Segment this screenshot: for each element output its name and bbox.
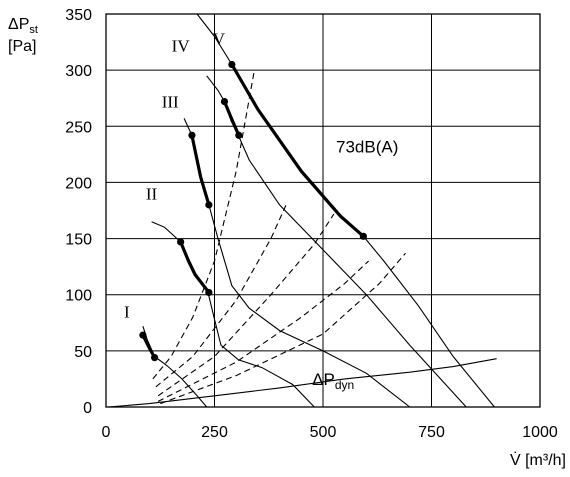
curve-label-V: V — [213, 30, 226, 49]
y-tick-label-4: 200 — [65, 175, 92, 192]
operating-point-1 — [139, 331, 147, 339]
x-axis-title: V̇ [m³/h] — [510, 451, 566, 469]
system-curve-3 — [157, 213, 335, 397]
operating-point-3 — [177, 238, 185, 246]
system-curve-2 — [155, 204, 287, 388]
operating-point-5 — [188, 131, 196, 139]
operating-point-7 — [220, 97, 229, 106]
x-tick-label-2: 500 — [310, 424, 337, 441]
curve-label-II: II — [146, 185, 158, 204]
y-tick-label-1: 50 — [74, 344, 92, 361]
dyn-pressure-label: ΔPdyn — [312, 370, 354, 392]
operating-point-4 — [205, 288, 213, 297]
operating-point-6 — [205, 201, 213, 209]
dynamic-pressure-curve — [108, 358, 497, 407]
y-axis-title: ΔPst — [8, 16, 38, 36]
operating-point-9 — [228, 60, 236, 69]
y-tick-label-7: 350 — [65, 7, 92, 24]
curve-label-IV: IV — [172, 36, 191, 55]
operating-points — [139, 60, 367, 362]
x-tick-label-4: 1000 — [522, 424, 558, 441]
y-tick-label-5: 250 — [65, 119, 92, 136]
curve-label-I: I — [124, 303, 130, 322]
operating-point-8 — [235, 131, 243, 139]
fan-curve-II — [151, 221, 315, 407]
system-curve-1 — [152, 70, 255, 380]
system-curve-4 — [157, 260, 369, 402]
y-axis-title-subscript: st — [29, 24, 38, 36]
operating-segment-IV — [222, 100, 241, 137]
plot-border — [105, 13, 541, 408]
x-tick-label-3: 750 — [418, 424, 445, 441]
fan-curves — [142, 14, 495, 407]
x-tick-label-1: 250 — [201, 424, 228, 441]
y-axis-unit: [Pa] — [8, 38, 36, 55]
y-tick-label-6: 300 — [65, 63, 92, 80]
operating-segment-V — [230, 62, 365, 238]
plot-frame — [105, 13, 541, 408]
fan-curve-I — [142, 326, 208, 407]
operating-segment-III — [190, 133, 211, 207]
y-tick-label-3: 150 — [65, 232, 92, 249]
operating-segments — [141, 62, 365, 360]
system-curves — [152, 70, 406, 405]
dyn-pressure-line — [108, 358, 497, 407]
noise-level-label: 73dB(A) — [336, 137, 398, 156]
operating-point-2 — [151, 353, 159, 362]
y-tick-label-2: 100 — [65, 288, 92, 305]
x-tick-label-0: 0 — [102, 424, 111, 441]
curve-label-III: III — [162, 93, 179, 112]
fan-curve-V — [196, 14, 495, 407]
operating-segment-I — [141, 333, 157, 360]
operating-point-10 — [359, 232, 367, 240]
fan-curve-IV — [206, 75, 467, 407]
system-curve-5 — [160, 252, 406, 405]
operating-segment-II — [179, 240, 211, 295]
y-tick-label-0: 0 — [83, 400, 92, 417]
fan-curve-III — [183, 118, 411, 407]
grid — [106, 14, 540, 407]
tick-labels: 0 250 500 750 1000 0 50 100 150 200 250 300 350 — [65, 7, 558, 441]
